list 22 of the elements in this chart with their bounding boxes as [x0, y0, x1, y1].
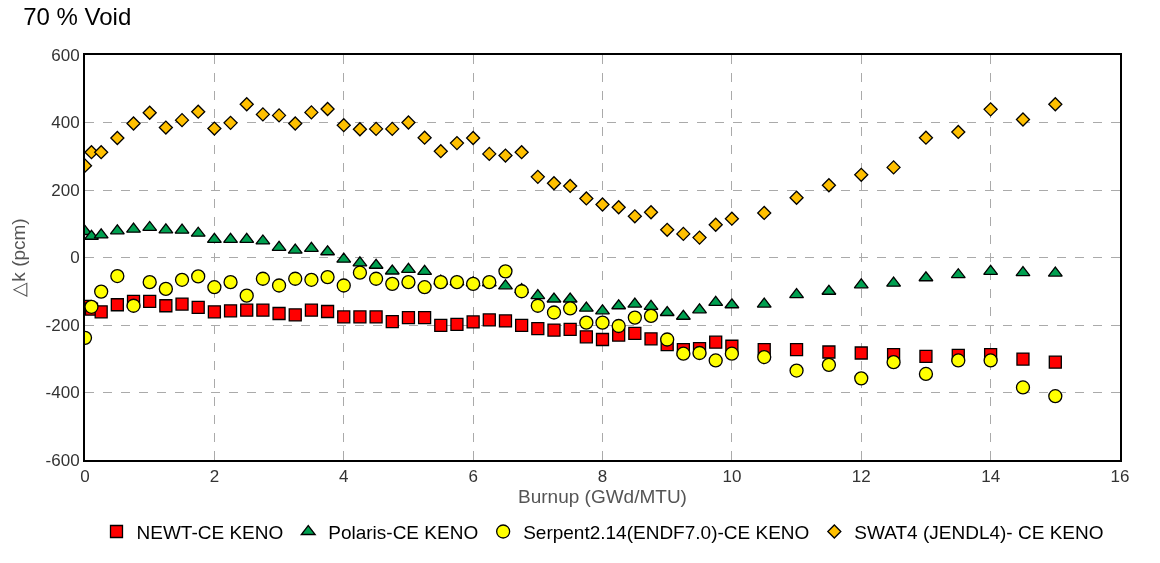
y-tick-label: 600: [51, 45, 80, 65]
x-tick-label: 8: [597, 467, 608, 487]
x-tick-label: 12: [851, 467, 871, 487]
legend-label: Polaris-CE KENO: [328, 521, 479, 543]
legend-label: SWAT4 (JENDL4)- CE KENO: [854, 521, 1104, 543]
y-tick-label: 200: [51, 180, 80, 200]
y-axis-title: △k (pcm): [7, 218, 29, 297]
y-tick-label: 0: [70, 248, 80, 268]
y-tick-label: -200: [45, 315, 80, 335]
chart-title: 70 % Void: [23, 3, 132, 31]
x-tick-label: 6: [468, 467, 478, 487]
x-tick-label: 14: [981, 467, 1001, 487]
y-tick-label: -600: [45, 450, 80, 470]
x-tick-label: 2: [209, 467, 220, 487]
y-tick-label: -400: [45, 383, 80, 403]
x-axis-title: Burnup (GWd/MTU): [518, 486, 687, 508]
x-tick-label: 10: [722, 467, 742, 487]
x-tick-label: 16: [1110, 467, 1130, 487]
legend-label: NEWT-CE KENO: [136, 521, 284, 543]
legend-label: Serpent2.14(ENDF7.0)-CE KENO: [523, 521, 810, 543]
y-tick-label: 400: [51, 113, 80, 133]
x-tick-label: 4: [339, 467, 349, 487]
